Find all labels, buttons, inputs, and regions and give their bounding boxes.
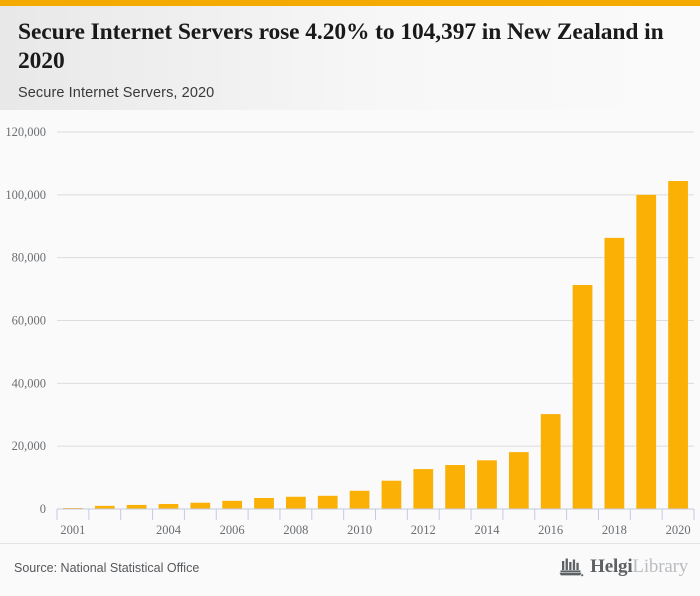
y-axis-tick-label: 0 (40, 502, 46, 516)
bar[interactable] (477, 460, 497, 509)
x-axis-tick-label: 2012 (411, 523, 436, 537)
chart-subtitle: Secure Internet Servers, 2020 (18, 85, 215, 101)
bar[interactable] (604, 237, 625, 509)
bars-group (63, 181, 688, 509)
x-axis-tick-label: 2006 (220, 523, 245, 537)
bar[interactable] (381, 480, 402, 509)
brand-logo[interactable]: HelgiLibrary (558, 556, 688, 578)
brand-name-secondary: Library (632, 556, 688, 577)
x-axis-labels-group: 2001 2004 2006 2008 2010 2012 2014 2016 2018 2020 (60, 523, 690, 537)
plot-area: 0 20,000 40,000 60,000 80,000 100,000 120,000 … (0, 110, 700, 544)
bar[interactable] (668, 181, 688, 509)
y-axis-tick-label: 40,000 (12, 376, 46, 390)
x-axis-tick-label: 2020 (666, 523, 691, 537)
bar[interactable] (508, 452, 529, 509)
x-axis-tick-label: 2010 (347, 523, 372, 537)
gridlines-group (57, 131, 694, 447)
bar[interactable] (94, 505, 115, 509)
bar[interactable] (349, 490, 370, 509)
bar-chart-svg: 020,00040,00060,00080,000100,000120,000 … (5, 125, 695, 537)
axis-group (56, 508, 695, 520)
chart-header: Secure Internet Servers rose 4.20% to 10… (0, 6, 700, 110)
bar[interactable] (445, 465, 465, 509)
bar[interactable] (126, 504, 147, 509)
y-axis-tick-label: 80,000 (12, 251, 46, 265)
bar[interactable] (540, 414, 561, 509)
y-axis-tick-label: 60,000 (12, 314, 46, 328)
x-axis-tick-label: 2004 (156, 523, 182, 537)
brand-name-primary: Helgi (590, 556, 633, 577)
bar[interactable] (286, 496, 306, 509)
bar[interactable] (636, 194, 657, 509)
bar[interactable] (222, 500, 243, 509)
brand-wordmark: HelgiLibrary (590, 556, 688, 578)
helgi-library-logo-icon (559, 558, 584, 577)
chart-footer: Source: National Statistical Office Helg… (0, 543, 700, 596)
x-axis-tick-label: 2018 (602, 523, 627, 537)
bar[interactable] (254, 498, 274, 509)
y-axis-tick-label: 100,000 (5, 188, 46, 202)
x-axis-tick-label: 2014 (474, 523, 500, 537)
bar[interactable] (190, 502, 211, 509)
y-axis-tick-label: 20,000 (12, 439, 46, 453)
page-title: Secure Internet Servers rose 4.20% to 10… (18, 19, 664, 74)
x-axis-tick-label: 2016 (538, 523, 563, 537)
bar[interactable] (317, 495, 338, 509)
bar[interactable] (572, 285, 593, 509)
bar[interactable] (413, 469, 434, 509)
x-axis-tick-label: 2008 (283, 523, 308, 537)
top-accent-bar (0, 0, 700, 6)
x-axis-tick-label: 2001 (60, 523, 85, 537)
source-note: Source: National Statistical Office (14, 561, 200, 575)
y-axis-labels-group: 0 20,000 40,000 60,000 80,000 100,000 120,000 (5, 125, 46, 516)
y-axis-tick-label: 120,000 (5, 125, 46, 139)
bar[interactable] (158, 503, 179, 509)
